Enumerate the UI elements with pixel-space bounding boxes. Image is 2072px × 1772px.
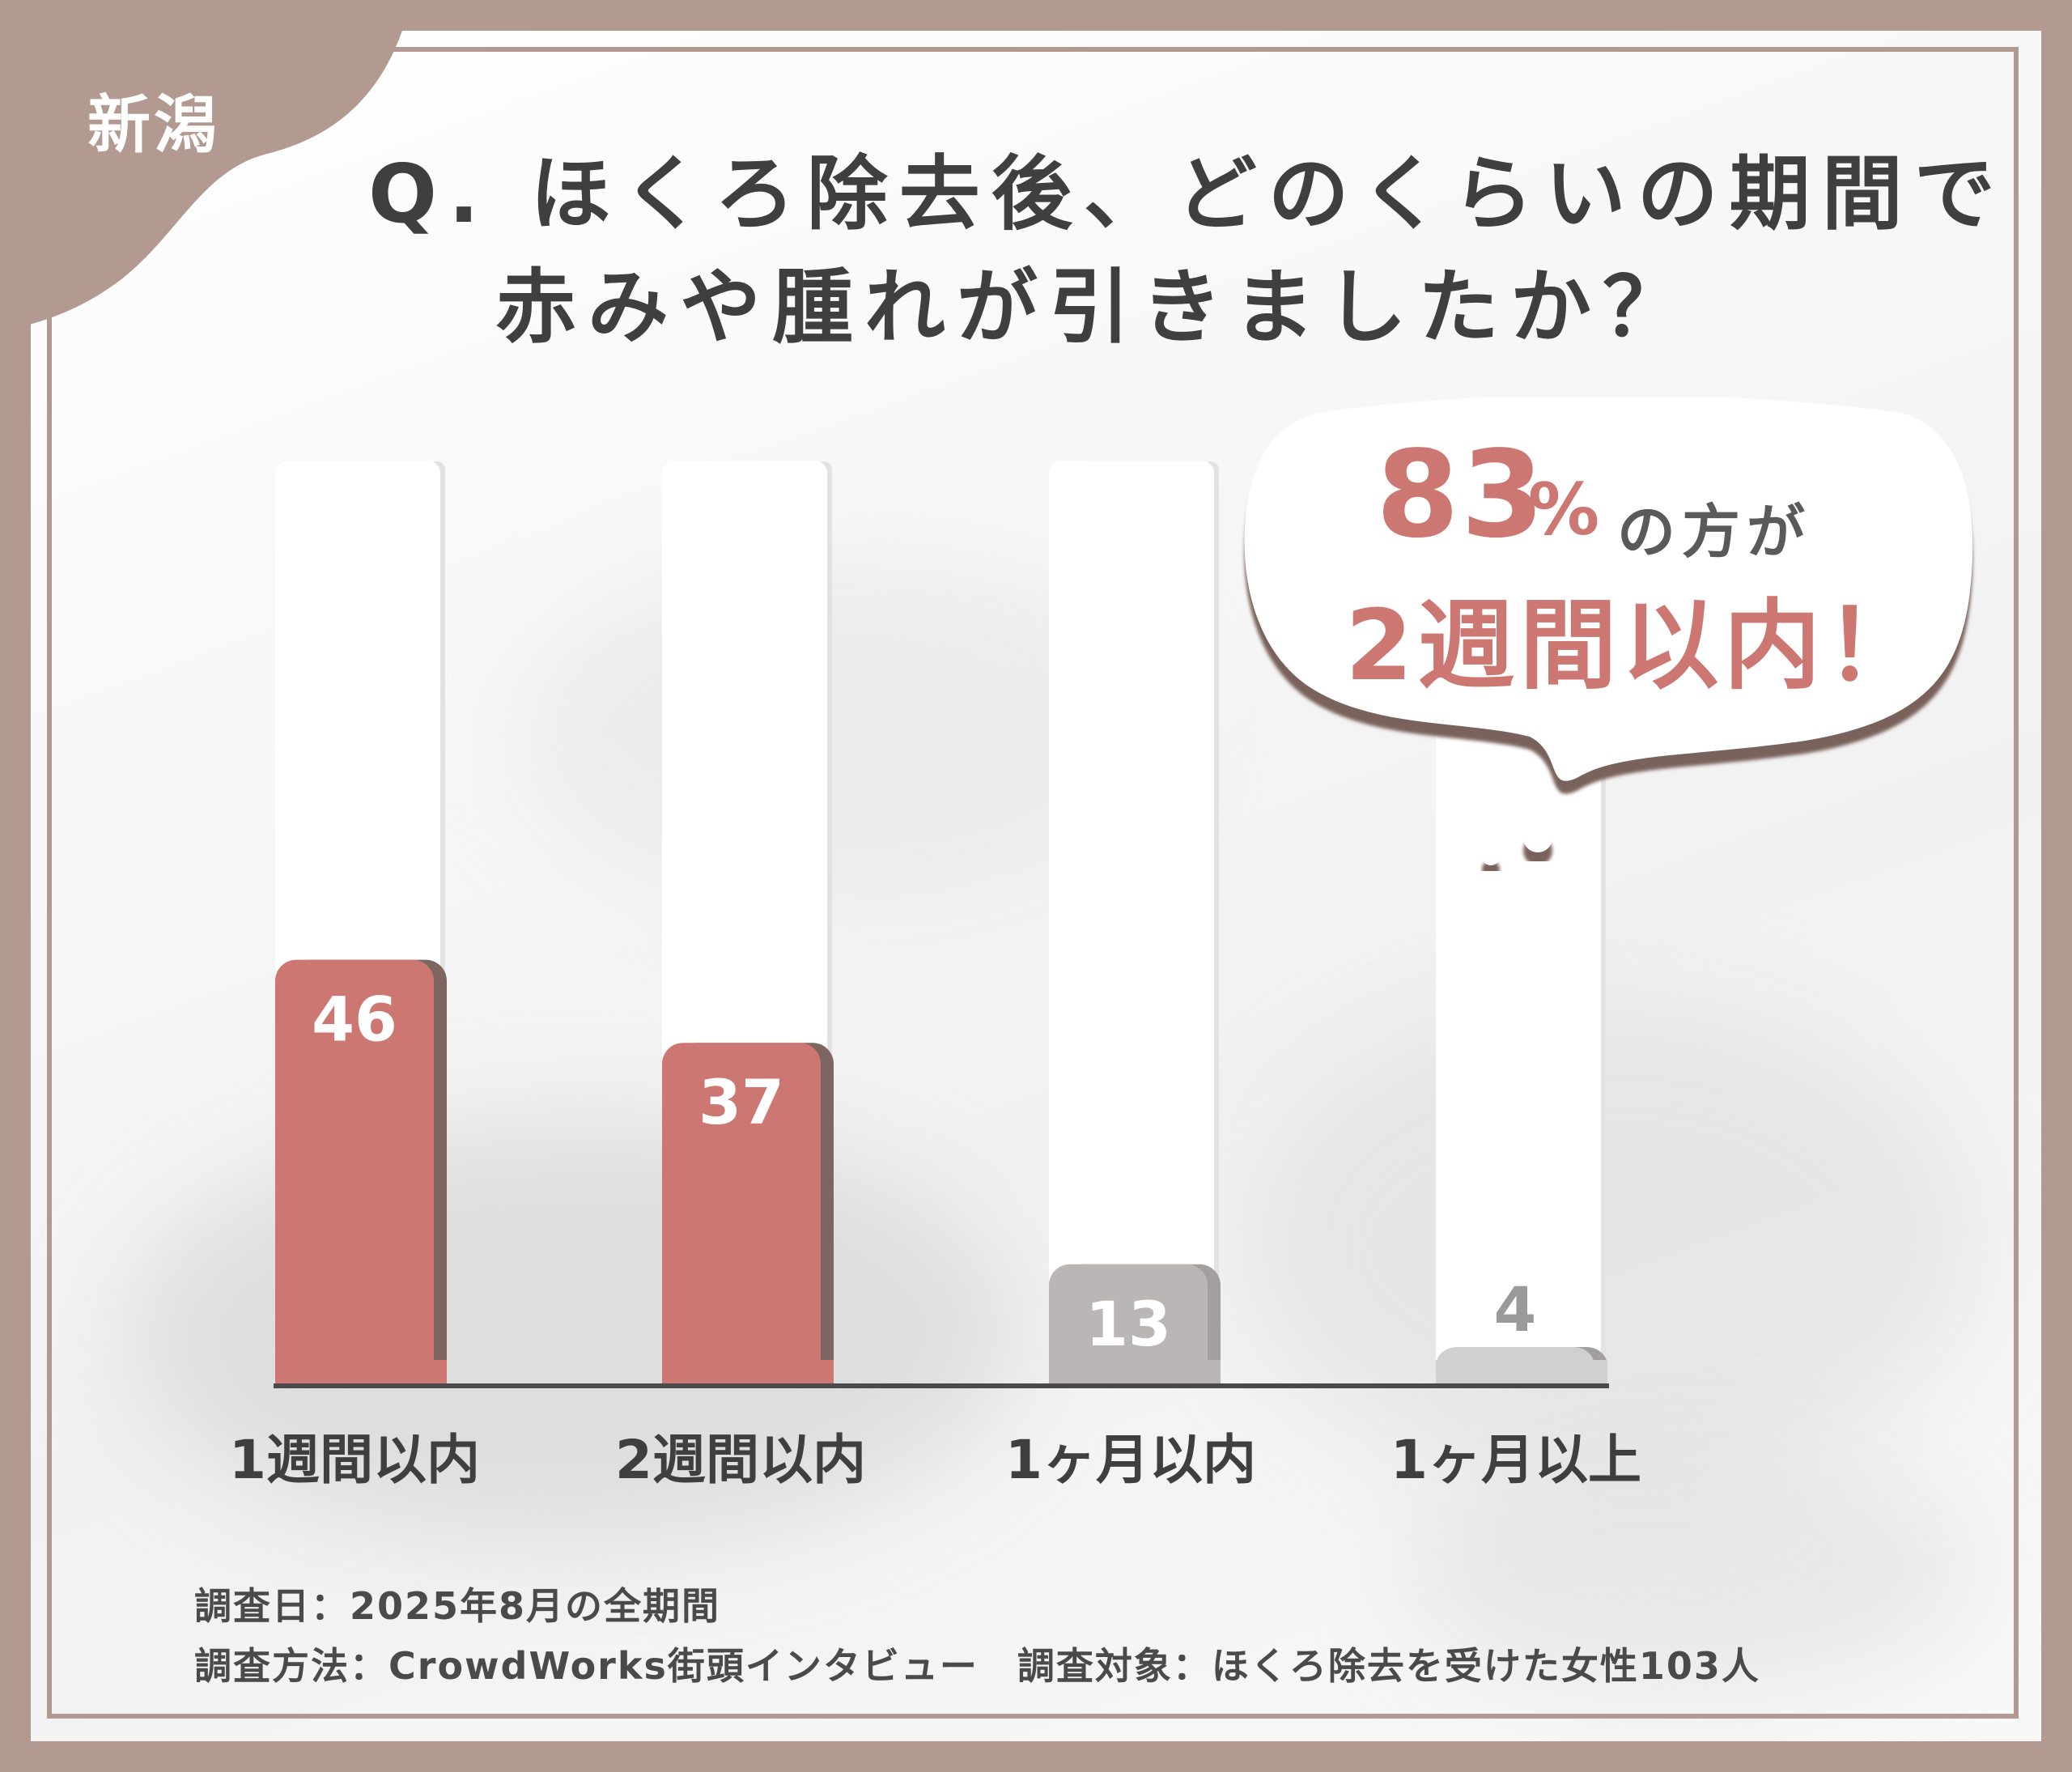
- bar-value-label: 4: [1494, 1273, 1537, 1345]
- question-title-line1: Q. ほくろ除去後、どのくらいの期間で: [368, 147, 2006, 241]
- bar-base: [275, 1360, 447, 1384]
- bar-track: [1049, 461, 1214, 1384]
- bar-base: [662, 1360, 834, 1384]
- survey-date-note: 調査日：2025年8月の全期間: [194, 1584, 721, 1628]
- bar-base: [1436, 1360, 1607, 1384]
- callout-percent: 83: [1376, 425, 1546, 564]
- inner-border-frame: [47, 47, 2019, 1719]
- bar: [1049, 1264, 1208, 1384]
- callout-percent-unit: %: [1528, 468, 1600, 551]
- bar-value-label: 13: [1085, 1288, 1171, 1360]
- x-tick-label: 2週間以内: [615, 1429, 866, 1491]
- bar-base: [1049, 1360, 1221, 1384]
- question-title-line2: 赤みや腫れが引きましたか？: [495, 260, 1695, 355]
- region-badge-label: 新潟: [87, 89, 221, 162]
- callout-subject: の方が: [1617, 498, 1812, 566]
- bar-value-label: 46: [312, 984, 397, 1056]
- x-tick-label: 1ヶ月以上: [1391, 1429, 1641, 1491]
- bar-value-label: 37: [698, 1066, 784, 1138]
- survey-method-note: 調査方法：CrowdWorks街頭インタビュー 調査対象：ほくろ除去を受けた女性…: [194, 1644, 1760, 1688]
- speech-bubble: [1244, 397, 1973, 865]
- x-tick-label: 1週間以内: [229, 1429, 480, 1491]
- x-tick-label: 1ヶ月以内: [1005, 1429, 1256, 1491]
- callout-period: 2週間以内！: [1345, 590, 1928, 703]
- bar: [275, 959, 434, 1384]
- region-badge-shape: [0, 0, 411, 332]
- bar: [662, 1043, 821, 1384]
